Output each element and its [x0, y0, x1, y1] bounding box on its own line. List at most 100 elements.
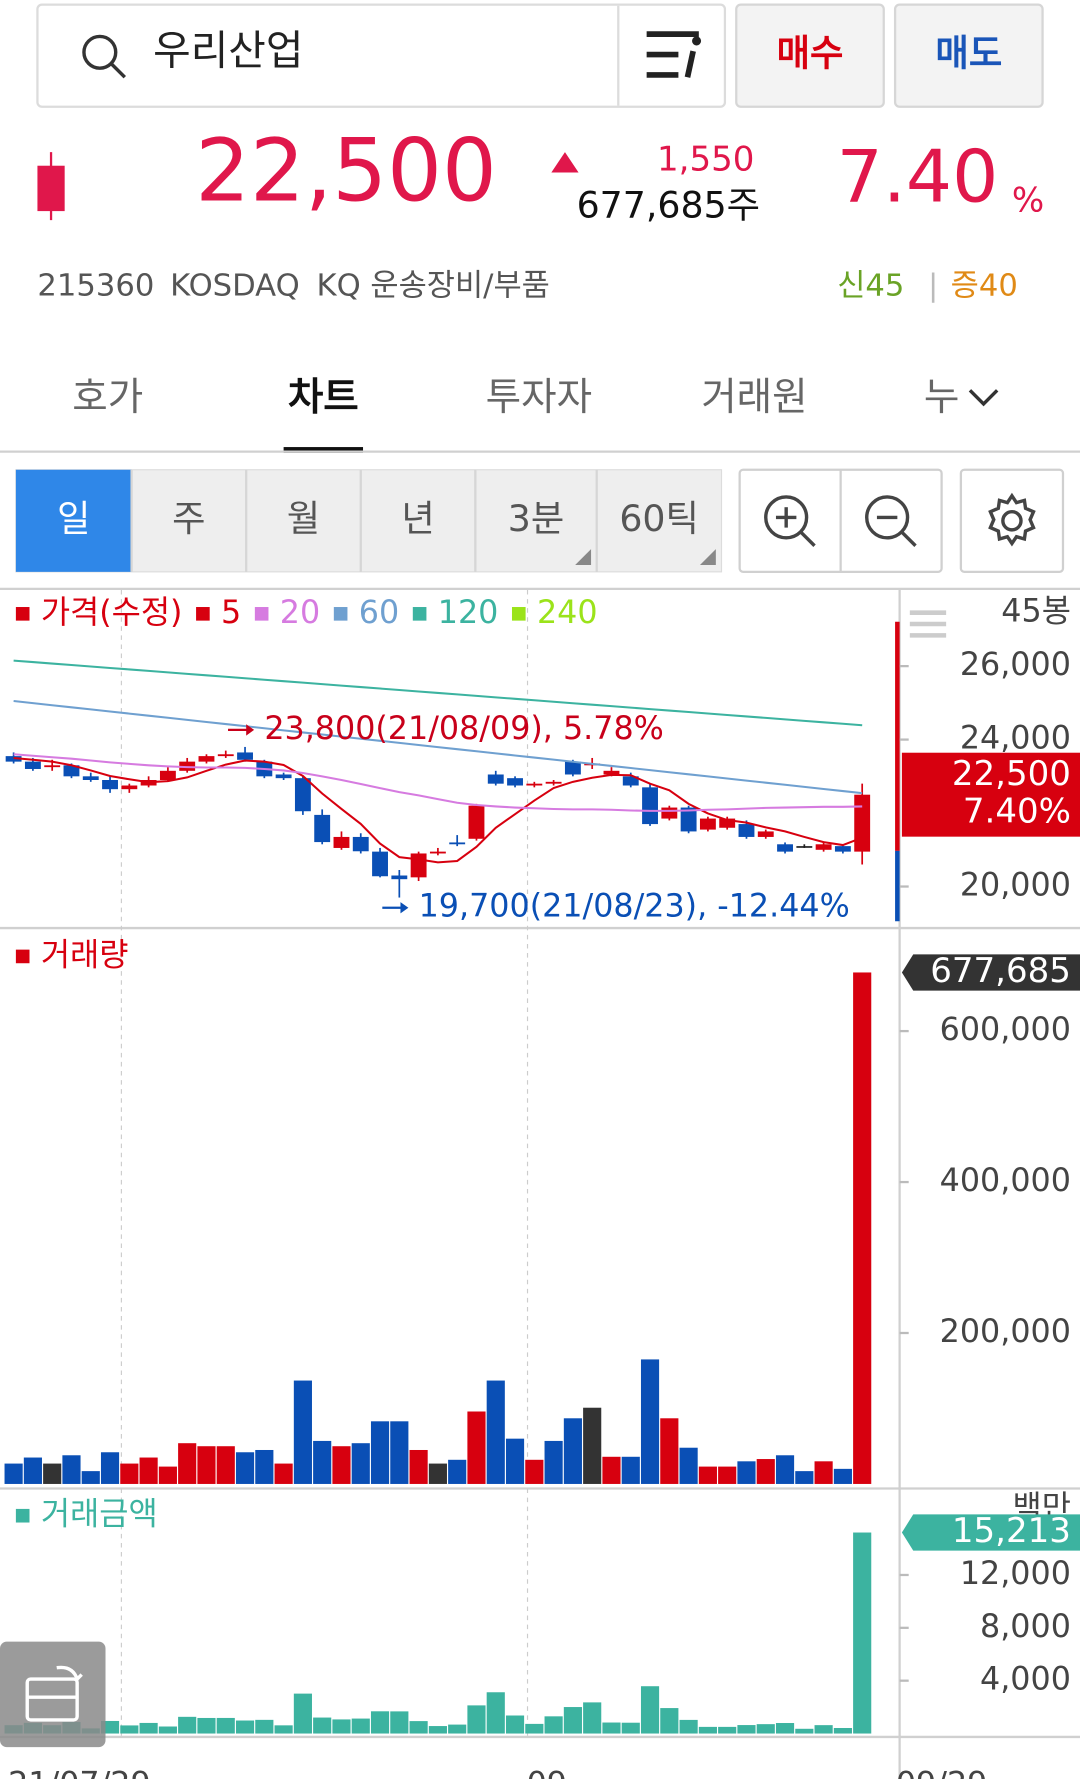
- bar: [370, 1421, 390, 1484]
- zoom-out[interactable]: [865, 495, 917, 547]
- bar: [313, 1717, 332, 1734]
- candle-body: [468, 805, 485, 839]
- bar: [718, 1466, 737, 1484]
- bar: [583, 1702, 602, 1734]
- period-tab[interactable]: 일: [57, 497, 90, 540]
- value-badge-label: 15,213: [952, 1511, 1071, 1551]
- candle-body: [82, 776, 99, 780]
- bar: [718, 1726, 737, 1734]
- candle-body: [738, 824, 755, 837]
- bar: [505, 1715, 525, 1734]
- ma-line: [13, 756, 863, 864]
- y-tick-label: 200,000: [940, 1314, 1071, 1350]
- period-tab[interactable]: 3분: [508, 497, 565, 540]
- legend-swatch: [196, 607, 210, 621]
- bar: [621, 1722, 640, 1734]
- bar: [274, 1725, 293, 1734]
- tab[interactable]: 누: [924, 375, 959, 420]
- drag-handle[interactable]: [909, 610, 947, 638]
- sell-label[interactable]: 매도: [935, 32, 1002, 75]
- bar: [120, 1463, 139, 1484]
- bar: [833, 1468, 852, 1484]
- price-change: 1,550: [657, 140, 754, 180]
- candle-body: [699, 818, 716, 830]
- sell-button[interactable]: [893, 3, 1044, 108]
- tab[interactable]: 거래원: [701, 375, 807, 420]
- tab[interactable]: 투자자: [486, 375, 592, 420]
- bar: [660, 1418, 679, 1484]
- bar: [428, 1726, 447, 1734]
- zoom-in[interactable]: [764, 495, 816, 547]
- search-text[interactable]: 우리산업: [153, 26, 303, 74]
- bar: [62, 1455, 81, 1484]
- search-box[interactable]: [36, 3, 727, 108]
- candle-body: [391, 875, 408, 880]
- candle-body: [719, 818, 736, 828]
- candle-body: [333, 836, 350, 848]
- candle-body: [24, 761, 41, 769]
- sector: KQ 운송장비/부품: [317, 269, 550, 304]
- ma-line: [13, 753, 863, 812]
- bar: [525, 1459, 544, 1484]
- y-tick-label: 400,000: [940, 1163, 1071, 1199]
- buy-label[interactable]: 매수: [777, 32, 844, 75]
- bar: [775, 1455, 795, 1484]
- change-rate: 7.40: [837, 136, 999, 220]
- x-tick-label: 21/07/29: [8, 1767, 151, 1779]
- margin-rate: 증40: [951, 269, 1018, 304]
- bar: [505, 1438, 525, 1484]
- bar: [544, 1440, 563, 1484]
- candle-body: [487, 774, 504, 784]
- legend-swatch: [412, 607, 427, 621]
- candle-body: [834, 846, 851, 852]
- bar: [197, 1446, 216, 1484]
- period-tab[interactable]: 주: [172, 497, 205, 540]
- bar: [216, 1446, 235, 1484]
- settings-button[interactable]: [959, 468, 1065, 573]
- bar: [120, 1725, 139, 1734]
- candle-body: [63, 765, 80, 777]
- candle-body: [159, 770, 176, 780]
- rotate-button[interactable]: [0, 1641, 106, 1748]
- bar: [235, 1720, 255, 1734]
- more-tabs[interactable]: [968, 389, 999, 407]
- buy-button[interactable]: [735, 3, 885, 108]
- legend-swatch: [15, 949, 30, 964]
- candle-body: [410, 853, 427, 878]
- bar: [293, 1380, 312, 1484]
- period-tab[interactable]: 월: [287, 497, 320, 540]
- bar: [448, 1724, 467, 1734]
- bar: [178, 1716, 197, 1734]
- legend-swatch: [15, 1508, 30, 1523]
- candle-body: [102, 779, 118, 790]
- tab-bar: 호가 차트 투자자 거래원 누: [72, 375, 959, 453]
- settings-icon: [988, 492, 1036, 547]
- period-tab[interactable]: 년: [401, 497, 434, 540]
- tab[interactable]: 차트: [288, 375, 359, 420]
- candle-body: [526, 783, 543, 786]
- tab[interactable]: 호가: [72, 375, 143, 420]
- bar: [390, 1421, 409, 1484]
- x-tick-label: 09: [527, 1767, 567, 1779]
- value-badge-label: 677,685: [930, 951, 1071, 991]
- legend-swatch: [15, 607, 30, 621]
- candle-body: [314, 814, 331, 843]
- value-badge: [901, 954, 1080, 991]
- bar: [602, 1722, 621, 1734]
- percent-sign: %: [1012, 181, 1044, 221]
- candle-body: [198, 756, 215, 762]
- charts: 20,000 24,000 26,000 45봉 가격(수정) 5 20 60 120 240 23…: [4, 594, 1080, 1734]
- period-tabs: 일 주 월 년 3분 60틱: [15, 469, 699, 572]
- bar: [178, 1443, 197, 1484]
- legend-swatch: [511, 607, 526, 621]
- ma-line: [13, 700, 863, 795]
- candle-body: [429, 851, 446, 854]
- y-tick-label: 24,000: [960, 721, 1071, 757]
- candle-body: [680, 807, 697, 832]
- bar: [351, 1443, 370, 1484]
- info-icon[interactable]: [646, 31, 702, 78]
- bar: [795, 1471, 814, 1484]
- candle-body: [603, 770, 620, 775]
- period-tab[interactable]: 60틱: [619, 497, 699, 540]
